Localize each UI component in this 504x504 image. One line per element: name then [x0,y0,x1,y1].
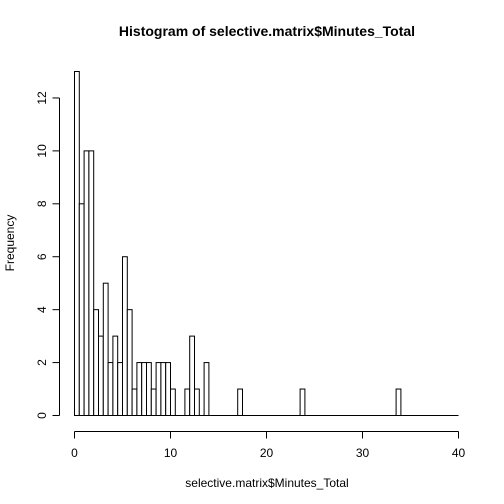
y-tick-label: 0 [35,412,49,419]
histogram-bar [184,388,191,416]
histogram-bar [299,388,306,416]
histogram-bar [146,362,152,417]
histogram-bar [150,388,157,416]
histogram-bar [131,388,138,416]
histogram-bars [74,71,459,417]
histogram-bar [189,335,195,416]
y-tick-label: 12 [35,91,49,105]
y-tick-label: 2 [35,359,49,366]
histogram-bar [112,335,119,416]
x-tick-label: 20 [260,446,274,460]
y-tick-label: 10 [35,144,49,158]
x-axis: 0 10 20 30 40 [71,431,466,460]
histogram-bar [107,362,114,417]
histogram-bar [83,150,90,416]
histogram-bar [93,309,99,416]
x-tick-label: 10 [164,446,178,460]
y-tick-label: 8 [35,200,49,207]
histogram-bar [237,388,243,416]
histogram-bar [74,71,80,416]
y-tick-label: 4 [35,306,49,313]
histogram-bar [203,362,210,417]
histogram-bar [98,335,104,416]
histogram-bar [136,362,143,417]
y-axis-label: Frequency [3,215,17,272]
histogram-bar [170,388,176,416]
x-tick-label: 0 [71,446,78,460]
x-tick-label: 30 [356,446,370,460]
x-axis-label: selective.matrix$Minutes_Total [185,476,348,490]
histogram-bar [126,309,133,416]
y-axis: 0 2 4 6 8 10 12 [35,91,60,419]
histogram-bar [117,362,123,417]
histogram-bar [395,388,402,416]
y-tick-label: 6 [35,253,49,260]
histogram-bar [102,282,109,417]
histogram-bar [88,150,95,416]
histogram-bar [122,256,128,416]
histogram-bar [141,362,147,417]
histogram-bar [160,362,167,417]
histogram-bar [155,362,162,417]
histogram-bar [78,203,85,416]
chart-title: Histogram of selective.matrix$Minutes_To… [119,23,415,39]
histogram-bar [165,362,171,417]
x-tick-label: 40 [452,446,466,460]
histogram-bar [194,388,200,416]
